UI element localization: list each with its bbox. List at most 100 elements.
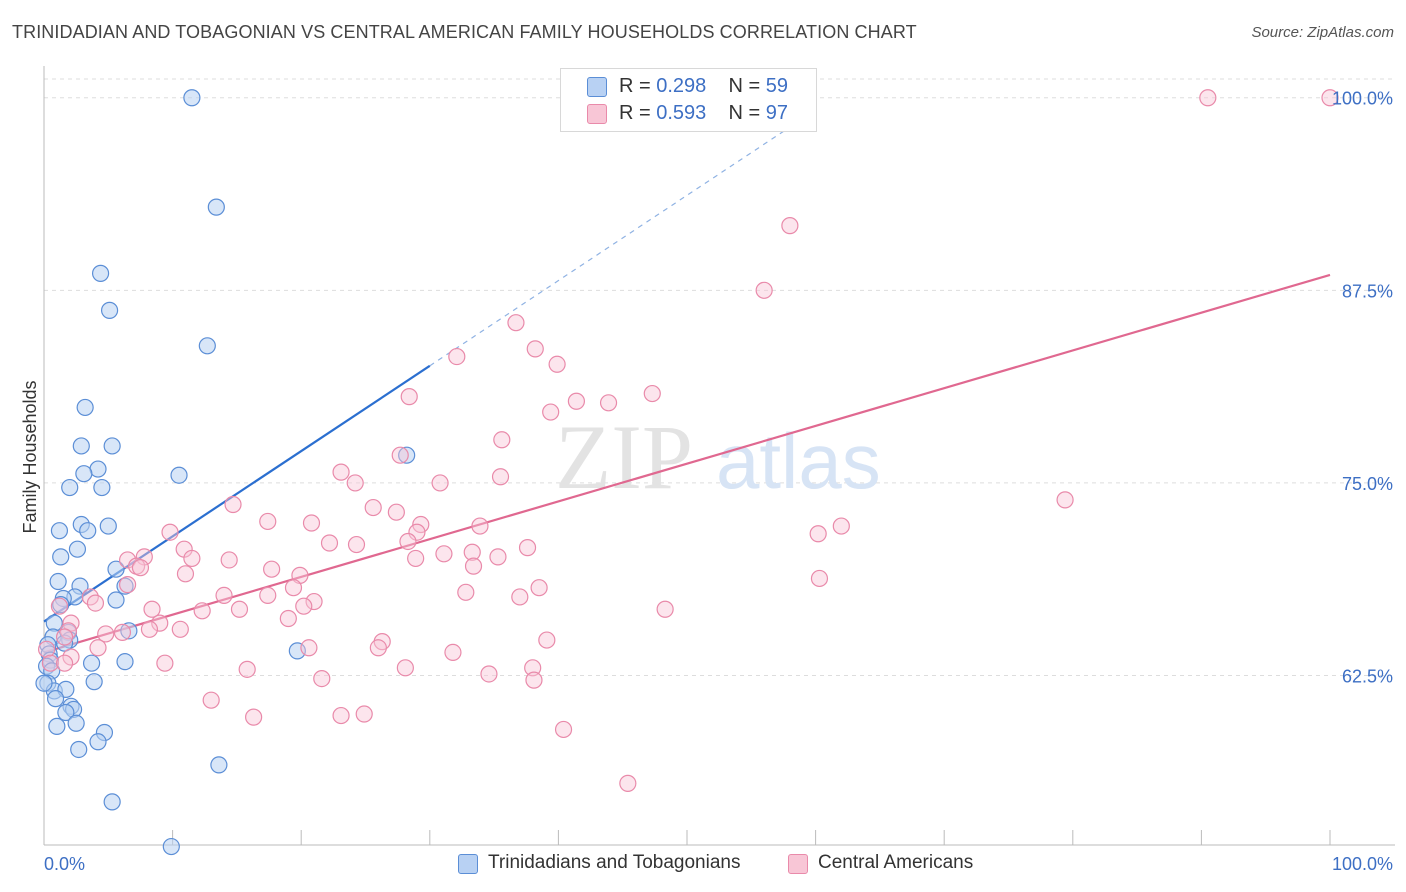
y-tick-label-0: 100.0% — [1332, 89, 1393, 109]
point-pink-67 — [279, 609, 297, 628]
point-pink-64 — [295, 597, 313, 615]
legend-pink-r-label: R = — [619, 102, 657, 124]
y-axis-label: Family Households — [20, 380, 40, 533]
point-pink-80 — [89, 639, 107, 657]
point-blue-42 — [85, 673, 103, 691]
point-pink-42 — [407, 549, 425, 568]
point-blue-57 — [162, 837, 180, 856]
legend-swatch-blue — [587, 77, 607, 97]
y-tick-label-1: 87.5% — [1342, 281, 1393, 301]
point-pink-91 — [313, 669, 331, 688]
point-blue-51 — [48, 717, 66, 735]
point-pink-94 — [245, 708, 263, 726]
point-pink-18 — [431, 474, 449, 492]
point-pink-79 — [369, 639, 387, 657]
point-pink-37 — [463, 543, 481, 561]
point-pink-23 — [259, 512, 277, 531]
point-blue-6 — [72, 437, 90, 455]
point-pink-3 — [755, 281, 773, 299]
point-pink-93 — [202, 691, 220, 709]
point-pink-7 — [548, 355, 566, 373]
point-pink-98 — [619, 774, 637, 792]
point-pink-12 — [542, 403, 560, 421]
point-pink-17 — [346, 474, 364, 492]
point-pink-59 — [305, 592, 323, 611]
point-pink-81 — [444, 643, 462, 662]
point-pink-40 — [118, 551, 137, 569]
legend-blue-n-label: N = — [728, 75, 766, 97]
point-pink-14 — [391, 446, 409, 464]
point-pink-10 — [567, 392, 586, 410]
point-pink-46 — [263, 560, 281, 578]
points-pink — [37, 89, 1339, 792]
point-blue-39 — [116, 653, 134, 671]
point-pink-33 — [347, 535, 366, 554]
point-pink-63 — [230, 600, 249, 618]
legend-pink-n-value: 97 — [765, 102, 789, 124]
point-blue-20 — [107, 560, 125, 578]
point-pink-52 — [530, 579, 548, 597]
point-pink-21 — [364, 498, 382, 517]
point-pink-30 — [809, 525, 827, 543]
bottom-legend-pink-label: Central Americans — [818, 852, 974, 873]
legend-swatch-pink — [587, 104, 607, 124]
point-pink-74 — [113, 623, 132, 641]
source-credit: Source: ZipAtlas.com — [1251, 24, 1394, 41]
axes: Family Households — [20, 66, 1395, 846]
trend-line-blue-solid — [43, 364, 431, 623]
bottom-legend-swatch-pink — [788, 854, 808, 874]
point-blue-8 — [398, 446, 416, 464]
point-pink-5 — [526, 340, 544, 358]
point-blue-55 — [210, 756, 228, 774]
watermark-zip: ZIP — [555, 406, 693, 508]
point-pink-85 — [55, 654, 74, 672]
point-pink-62 — [143, 600, 161, 618]
point-blue-12 — [61, 478, 79, 497]
correlation-legend: R = 0.298 N = 59 R = 0.593 N = 97 — [560, 68, 817, 132]
point-blue-26 — [107, 591, 125, 609]
point-pink-71 — [171, 620, 189, 638]
point-pink-90 — [480, 665, 498, 683]
trend-line-blue — [43, 109, 816, 623]
point-pink-97 — [554, 720, 573, 739]
point-blue-0 — [183, 89, 201, 107]
point-pink-53 — [284, 579, 303, 597]
point-pink-0 — [1199, 89, 1217, 107]
x-tick-label-0: 0.0% — [44, 854, 85, 874]
point-pink-25 — [412, 515, 430, 534]
point-blue-10 — [75, 465, 93, 483]
point-pink-31 — [320, 534, 339, 552]
point-pink-65 — [193, 602, 211, 620]
y-tick-label-3: 62.5% — [1342, 667, 1393, 687]
points-blue — [35, 89, 416, 856]
point-pink-11 — [599, 394, 618, 412]
x-tick-label-1: 100.0% — [1332, 854, 1393, 874]
point-pink-87 — [396, 659, 414, 677]
point-pink-28 — [161, 523, 179, 541]
point-pink-82 — [37, 640, 56, 658]
point-pink-26 — [471, 517, 489, 535]
watermark: ZIP atlas — [555, 406, 881, 508]
point-blue-30 — [120, 622, 138, 640]
point-blue-53 — [89, 733, 107, 751]
point-pink-76 — [300, 639, 318, 657]
legend-blue-r-label: R = — [619, 75, 657, 97]
point-pink-20 — [224, 495, 242, 514]
point-pink-8 — [643, 384, 661, 403]
point-blue-3 — [100, 301, 119, 319]
point-blue-1 — [207, 198, 225, 216]
point-blue-15 — [99, 517, 117, 535]
trend-line-pink — [43, 273, 1331, 654]
point-pink-89 — [238, 660, 256, 678]
point-blue-13 — [93, 478, 111, 497]
point-pink-57 — [215, 586, 233, 604]
point-blue-54 — [70, 740, 88, 759]
point-pink-88 — [524, 659, 542, 677]
legend-blue-r-value: 0.298 — [656, 75, 707, 97]
point-pink-95 — [332, 706, 350, 725]
point-pink-73 — [97, 625, 115, 643]
point-pink-61 — [50, 597, 69, 615]
point-blue-16 — [50, 522, 69, 540]
point-pink-35 — [518, 539, 537, 557]
